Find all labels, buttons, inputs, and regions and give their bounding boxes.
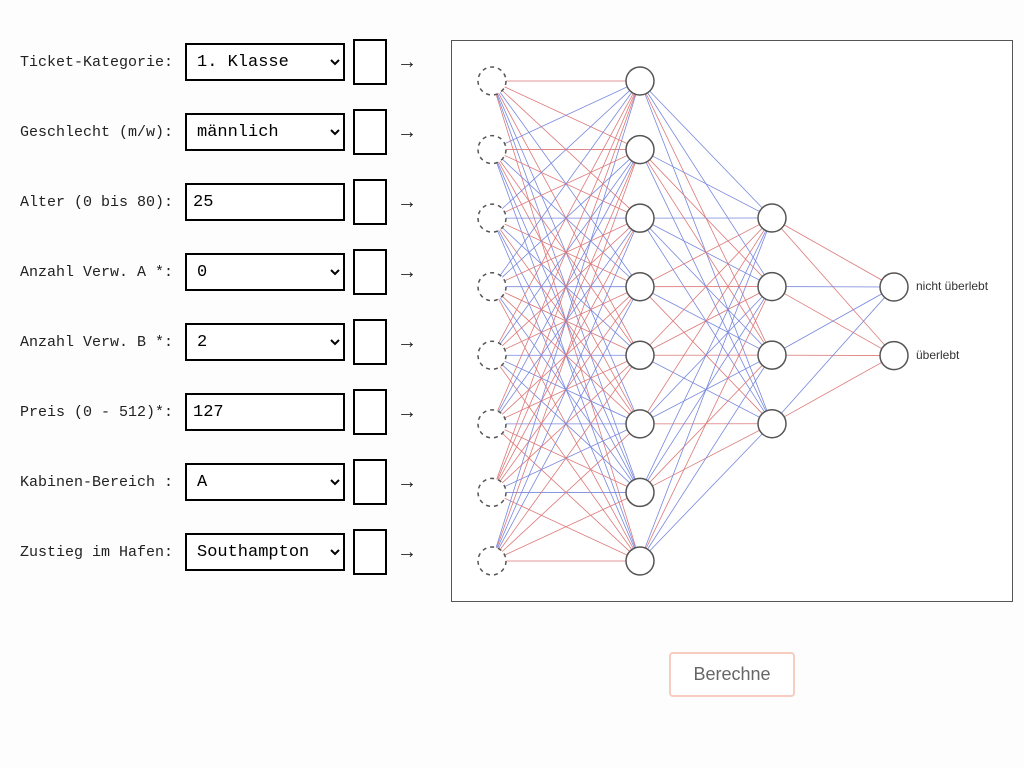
arrow-right-icon: → bbox=[397, 541, 417, 564]
gender-normalized-box bbox=[353, 109, 387, 155]
gender-select[interactable]: männlich bbox=[185, 113, 345, 151]
embark-select[interactable]: Southampton bbox=[185, 533, 345, 571]
arrow-right-icon: → bbox=[397, 401, 417, 424]
gender-label: Geschlecht (m/w): bbox=[20, 124, 185, 141]
verwA-select[interactable]: 0 bbox=[185, 253, 345, 291]
form-row-gender: Geschlecht (m/w):männlich → bbox=[20, 110, 440, 154]
output-label-1: überlebt bbox=[916, 348, 959, 362]
arrow-right-icon: → bbox=[397, 331, 417, 354]
age-input[interactable] bbox=[185, 183, 345, 221]
price-normalized-box bbox=[353, 389, 387, 435]
age-normalized-box bbox=[353, 179, 387, 225]
compute-button[interactable]: Berechne bbox=[669, 652, 794, 697]
price-label: Preis (0 - 512)*: bbox=[20, 404, 185, 421]
verwA-label: Anzahl Verw. A *: bbox=[20, 264, 185, 281]
form-row-age: Alter (0 bis 80): → bbox=[20, 180, 440, 224]
form-row-verwA: Anzahl Verw. A *:0 → bbox=[20, 250, 440, 294]
form-row-verwB: Anzahl Verw. B *:2 → bbox=[20, 320, 440, 364]
verwB-normalized-box bbox=[353, 319, 387, 365]
output-label-0: nicht überlebt bbox=[916, 279, 988, 293]
verwB-label: Anzahl Verw. B *: bbox=[20, 334, 185, 351]
embark-label: Zustieg im Hafen: bbox=[20, 544, 185, 561]
form-row-cabin: Kabinen-Bereich :A → bbox=[20, 460, 440, 504]
price-input[interactable] bbox=[185, 393, 345, 431]
cabin-label: Kabinen-Bereich : bbox=[20, 474, 185, 491]
cabin-select[interactable]: A bbox=[185, 463, 345, 501]
form-row-embark: Zustieg im Hafen:Southampton → bbox=[20, 530, 440, 574]
verwB-select[interactable]: 2 bbox=[185, 323, 345, 361]
arrow-right-icon: → bbox=[397, 261, 417, 284]
verwA-normalized-box bbox=[353, 249, 387, 295]
ticket-select[interactable]: 1. Klasse bbox=[185, 43, 345, 81]
network-diagram: nicht überlebt überlebt bbox=[451, 40, 1013, 602]
cabin-normalized-box bbox=[353, 459, 387, 505]
embark-normalized-box bbox=[353, 529, 387, 575]
ticket-normalized-box bbox=[353, 39, 387, 85]
form-row-ticket: Ticket-Kategorie:1. Klasse → bbox=[20, 40, 440, 84]
form-row-price: Preis (0 - 512)*: → bbox=[20, 390, 440, 434]
age-label: Alter (0 bis 80): bbox=[20, 194, 185, 211]
arrow-right-icon: → bbox=[397, 121, 417, 144]
arrow-right-icon: → bbox=[397, 471, 417, 494]
arrow-right-icon: → bbox=[397, 51, 417, 74]
arrow-right-icon: → bbox=[397, 191, 417, 214]
ticket-label: Ticket-Kategorie: bbox=[20, 54, 185, 71]
